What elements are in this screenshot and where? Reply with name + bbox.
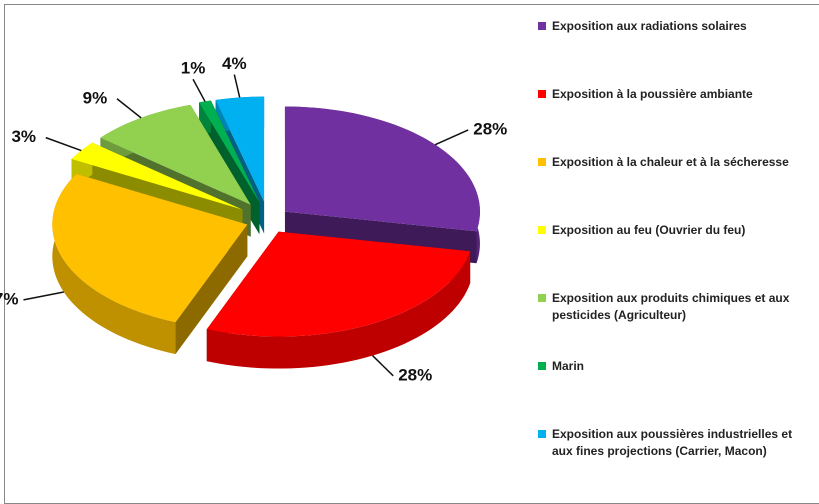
data-label: 27% [0, 289, 18, 308]
legend-swatch [538, 362, 546, 370]
legend-item: Exposition au feu (Ouvrier du feu) [538, 222, 813, 239]
leader-line [23, 291, 64, 301]
slice-rim [206, 251, 471, 369]
legend-item: Exposition à la poussière ambiante [538, 86, 813, 103]
data-label: 28% [398, 365, 432, 384]
legend-label: Marin [552, 359, 585, 373]
slice-tops: 28% 28% 27% 3% 9% 1% 4% [0, 54, 507, 384]
slice [100, 104, 251, 205]
legend-label: Exposition aux radiations solaires [552, 19, 747, 33]
leader-line [45, 136, 82, 152]
legend-item: Exposition aux radiations solaires [538, 18, 813, 35]
legend-swatch [538, 90, 546, 98]
legend-swatch [538, 158, 546, 166]
legend-swatch [538, 430, 546, 438]
legend-item: Exposition à la chaleur et à la sécheres… [538, 154, 813, 171]
legend-swatch [538, 294, 546, 302]
data-label: 3% [11, 127, 36, 146]
legend-swatch [538, 22, 546, 30]
legend-label: Exposition au feu (Ouvrier du feu) [552, 223, 746, 237]
slice [52, 173, 248, 323]
data-label: 9% [83, 88, 108, 107]
data-label: 4% [222, 54, 247, 73]
legend-label: Exposition aux poussières industrielles … [552, 427, 793, 458]
slice [71, 142, 243, 210]
leader-line [434, 129, 469, 146]
legend-label: Exposition à la poussière ambiante [552, 87, 753, 101]
legend-item: Marin [538, 358, 813, 375]
data-label: 28% [473, 119, 507, 138]
legend-label: Exposition aux produits chimiques et aux… [552, 291, 790, 322]
legend-item: Exposition aux poussières industrielles … [538, 426, 813, 460]
leader-line [233, 74, 241, 98]
slice-rim [52, 173, 176, 355]
slice-wall [175, 224, 248, 355]
slice [199, 100, 260, 203]
slice [215, 96, 265, 202]
legend-label: Exposition à la chaleur et à la sécheres… [552, 155, 789, 169]
leader-line [372, 355, 394, 377]
legend-item: Exposition aux produits chimiques et aux… [538, 290, 813, 324]
legend-swatch [538, 226, 546, 234]
leader-line [192, 78, 206, 102]
slice [284, 106, 480, 232]
data-label: 1% [181, 59, 206, 78]
slice [206, 231, 471, 337]
leader-line [116, 98, 142, 119]
